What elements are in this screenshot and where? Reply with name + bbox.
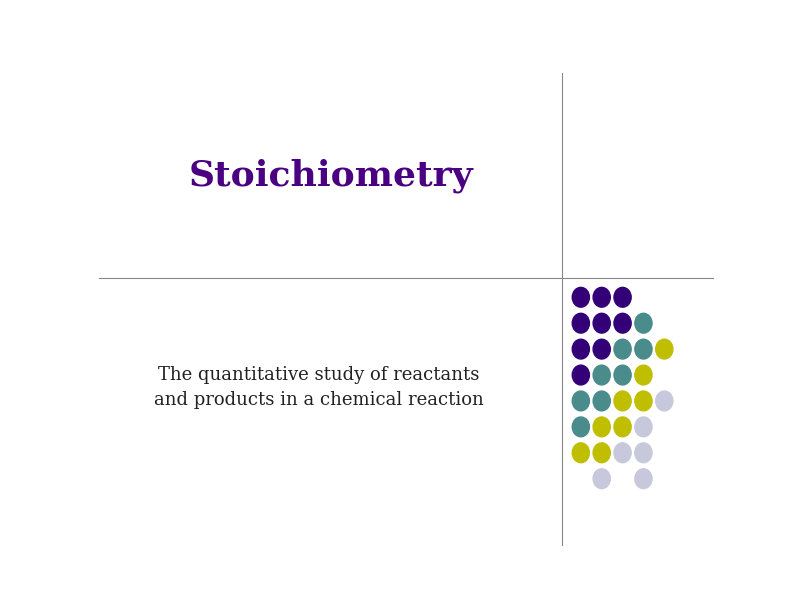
- Ellipse shape: [635, 443, 652, 463]
- Ellipse shape: [573, 365, 589, 385]
- Ellipse shape: [656, 339, 673, 359]
- Ellipse shape: [593, 365, 611, 385]
- Ellipse shape: [614, 339, 631, 359]
- Ellipse shape: [635, 391, 652, 411]
- Ellipse shape: [573, 339, 589, 359]
- Ellipse shape: [635, 313, 652, 333]
- Ellipse shape: [614, 288, 631, 307]
- Ellipse shape: [593, 417, 611, 437]
- Ellipse shape: [573, 391, 589, 411]
- Ellipse shape: [573, 417, 589, 437]
- Ellipse shape: [635, 365, 652, 385]
- Ellipse shape: [573, 288, 589, 307]
- Ellipse shape: [593, 391, 611, 411]
- Ellipse shape: [573, 443, 589, 463]
- Text: Stoichiometry: Stoichiometry: [188, 159, 473, 193]
- Ellipse shape: [593, 469, 611, 488]
- Ellipse shape: [614, 417, 631, 437]
- Ellipse shape: [614, 391, 631, 411]
- Ellipse shape: [656, 391, 673, 411]
- Ellipse shape: [593, 443, 611, 463]
- Ellipse shape: [573, 313, 589, 333]
- Ellipse shape: [593, 313, 611, 333]
- Ellipse shape: [635, 469, 652, 488]
- Ellipse shape: [635, 417, 652, 437]
- Ellipse shape: [593, 339, 611, 359]
- Ellipse shape: [614, 313, 631, 333]
- Ellipse shape: [635, 339, 652, 359]
- Ellipse shape: [593, 288, 611, 307]
- Text: The quantitative study of reactants
and products in a chemical reaction: The quantitative study of reactants and …: [154, 367, 483, 409]
- Ellipse shape: [614, 443, 631, 463]
- Ellipse shape: [614, 365, 631, 385]
